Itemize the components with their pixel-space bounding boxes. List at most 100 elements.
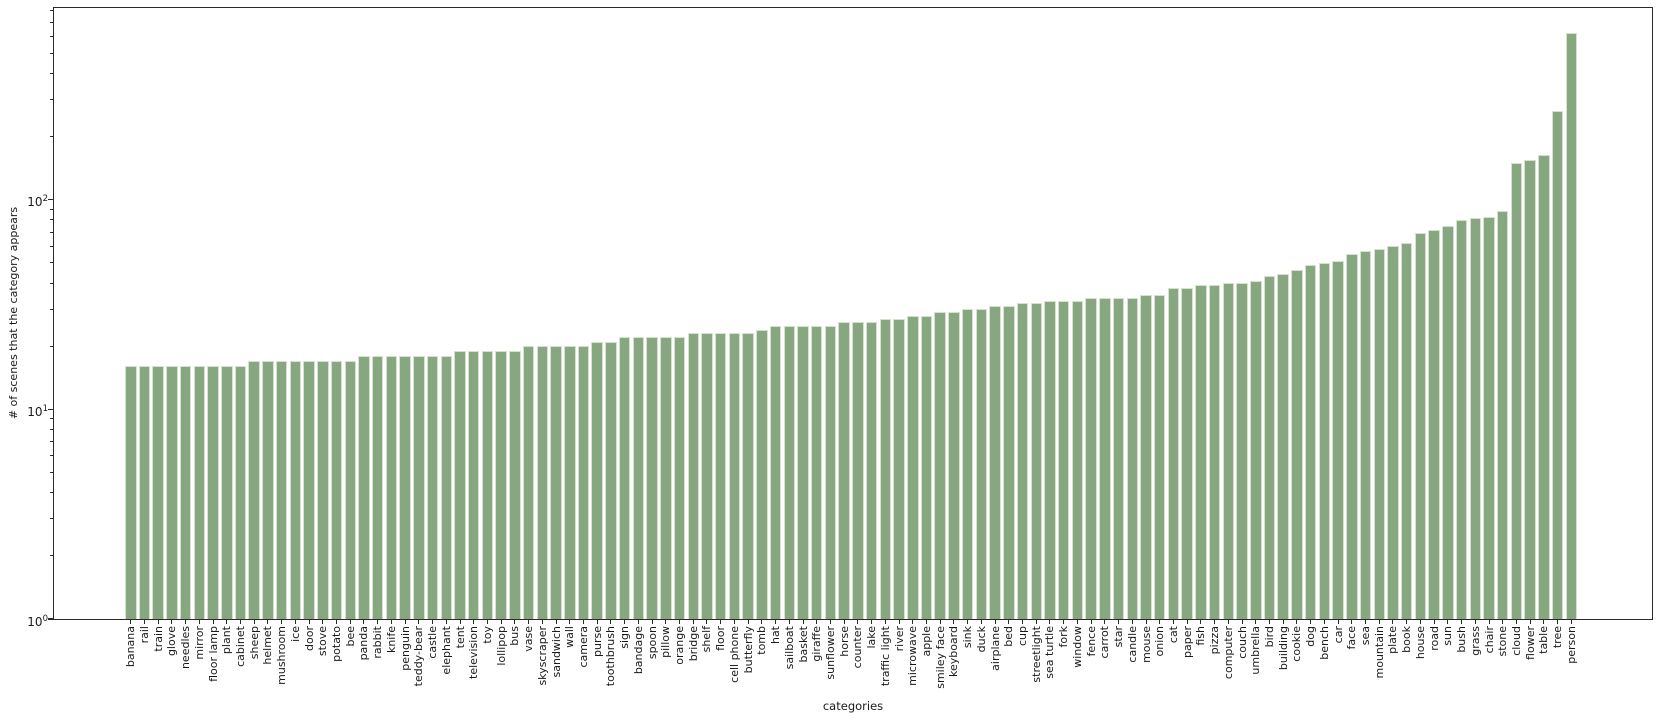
y-tick-label: 101 <box>27 403 48 419</box>
x-tick-mark <box>1461 620 1463 624</box>
bar <box>426 355 439 619</box>
x-tick-mark <box>706 620 708 624</box>
x-tick-label: window <box>1070 626 1084 668</box>
x-tick-label: airplane <box>988 626 1002 671</box>
y-tick-mark-minor <box>49 345 53 347</box>
bar <box>1250 280 1262 619</box>
x-tick-label: basket <box>796 626 810 663</box>
x-tick-mark <box>555 620 557 624</box>
y-tick-mark-minor <box>49 231 53 233</box>
x-tick-mark <box>733 620 735 624</box>
y-tick-mark-minor <box>49 262 53 264</box>
x-tick-mark <box>871 620 873 624</box>
bar <box>1071 300 1084 619</box>
bar <box>618 337 631 619</box>
x-tick-mark <box>1090 620 1092 624</box>
bar <box>1373 249 1385 619</box>
x-tick-mark <box>1227 620 1229 624</box>
x-tick-label: sign <box>618 626 632 649</box>
y-tick-mark-minor <box>49 72 53 74</box>
x-tick-mark <box>281 620 283 624</box>
x-tick-mark <box>528 620 530 624</box>
x-tick-label: paper <box>1180 626 1194 658</box>
y-tick-mark-minor <box>49 492 53 494</box>
bar <box>1112 297 1125 619</box>
bar <box>1304 264 1317 619</box>
bar <box>783 325 796 619</box>
x-tick-mark <box>816 620 818 624</box>
bar <box>1030 303 1042 619</box>
x-tick-mark <box>1351 620 1353 624</box>
x-tick-label: carrot <box>1098 626 1112 659</box>
bar <box>275 360 288 619</box>
y-tick-mark-minor <box>49 245 53 247</box>
x-tick-label: cup <box>1016 626 1030 647</box>
bar <box>1496 211 1509 619</box>
x-tick-label: road <box>1427 626 1441 651</box>
bar <box>1003 306 1015 619</box>
x-tick-label: duck <box>974 626 988 653</box>
bar <box>591 341 603 619</box>
x-tick-mark <box>761 620 763 624</box>
x-tick-mark <box>1570 620 1572 624</box>
bar <box>646 337 658 619</box>
x-tick-label: needles <box>179 626 193 670</box>
x-tick-mark <box>1214 620 1216 624</box>
x-tick-label: butterfly <box>741 626 755 674</box>
bar <box>1208 285 1221 619</box>
bar <box>961 309 974 619</box>
x-tick-label: building <box>1276 626 1290 671</box>
x-tick-label: horse <box>837 626 851 657</box>
x-tick-label: chair <box>1482 626 1496 654</box>
bar <box>248 360 260 619</box>
x-tick-mark <box>1474 620 1476 624</box>
x-tick-mark <box>1296 620 1298 624</box>
x-tick-label: car <box>1331 626 1345 644</box>
x-tick-label: apple <box>919 626 933 657</box>
bar <box>852 322 864 619</box>
x-tick-mark <box>569 620 571 624</box>
x-tick-mark <box>775 620 777 624</box>
y-tick-mark-minor <box>49 418 53 420</box>
x-tick-label: lake <box>865 626 879 649</box>
bar <box>1057 300 1070 619</box>
x-tick-label: bandage <box>631 626 645 675</box>
y-tick-mark-minor <box>49 9 53 11</box>
x-tick-label: orange <box>673 626 687 665</box>
x-tick-mark <box>171 620 173 624</box>
x-tick-label: television <box>467 626 481 679</box>
x-tick-mark <box>1186 620 1188 624</box>
x-tick-mark <box>637 620 639 624</box>
x-tick-mark <box>1118 620 1120 624</box>
x-tick-label: fish <box>1194 626 1208 646</box>
bar <box>1099 297 1111 619</box>
x-tick-mark <box>459 620 461 624</box>
x-tick-mark <box>610 620 612 624</box>
bar <box>371 355 384 619</box>
x-tick-label: tent <box>453 626 467 649</box>
x-tick-mark <box>418 620 420 624</box>
x-tick-label: cell phone <box>727 626 741 683</box>
x-tick-label: vase <box>522 626 536 652</box>
bar <box>975 309 988 619</box>
y-axis-label: # of scenes that the category appears <box>7 206 20 420</box>
x-tick-mark <box>1419 620 1421 624</box>
bar <box>1318 262 1331 619</box>
x-tick-label: flower <box>1523 626 1537 660</box>
x-tick-mark <box>432 620 434 624</box>
bar <box>1442 225 1454 619</box>
x-tick-mark <box>1488 620 1490 624</box>
bar <box>152 366 164 619</box>
y-tick-mark-major <box>47 618 53 620</box>
x-tick-mark <box>747 620 749 624</box>
x-tick-label: panda <box>357 626 371 661</box>
x-tick-mark <box>802 620 804 624</box>
bar <box>1359 250 1372 619</box>
x-tick-label: helmet <box>261 626 275 665</box>
x-tick-mark <box>1172 620 1174 624</box>
bar <box>728 333 741 619</box>
x-tick-label: banana <box>124 626 138 668</box>
bar <box>1153 295 1166 619</box>
bar <box>1455 219 1468 619</box>
bar <box>660 337 672 619</box>
